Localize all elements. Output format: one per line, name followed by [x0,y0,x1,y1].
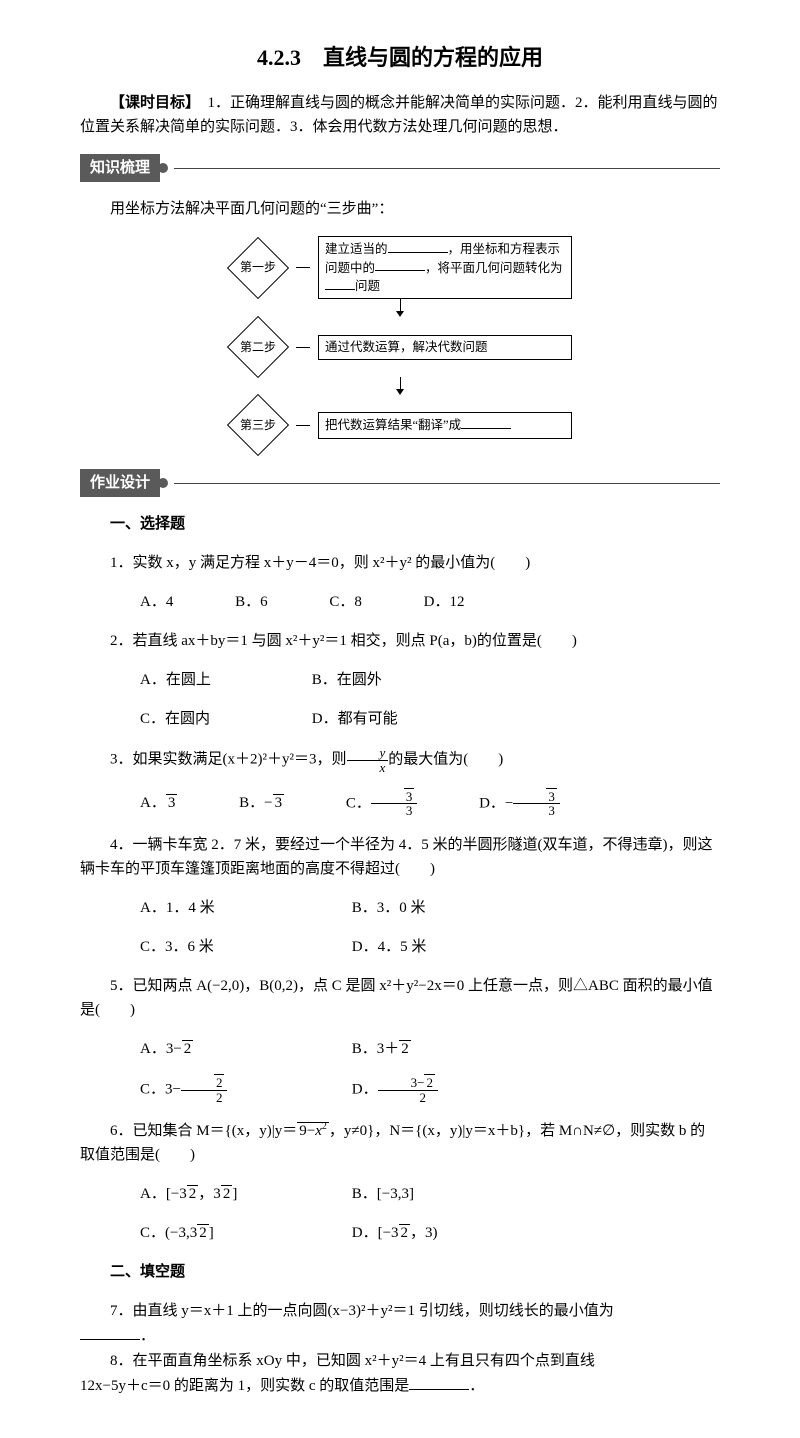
rect-2: 通过代数运算，解决代数问题 [318,335,572,361]
q7-end: ． [140,1328,155,1344]
q1: 1．实数 x，y 满足方程 x＋y－4＝0，则 x²＋y² 的最小值为( ) [80,551,720,575]
blank-4[interactable] [461,416,511,429]
q3-a[interactable]: A．3 [110,791,177,815]
q7: 7．由直线 y＝x＋1 上的一点向圆(x−3)²＋y²＝1 引切线，则切线长的最… [80,1299,720,1323]
q1-d[interactable]: D．12 [394,590,465,614]
blank-3[interactable] [325,277,355,290]
q5: 5．已知两点 A(−2,0)，B(0,2)，点 C 是圆 x²＋y²−2x＝0 … [80,974,720,1022]
q3: 3．如果实数满足(x＋2)²＋y²＝3，则yx的最大值为( ) [80,746,720,774]
q6-pre: 6．已知集合 M＝{(x，y)|y＝ [110,1123,297,1139]
q6-opts-2: C．(−3,32] D．[−32，3) [80,1221,720,1245]
q6-d[interactable]: D．[−32，3) [322,1221,438,1245]
q2-b[interactable]: B．在圆外 [282,668,382,692]
q5-b[interactable]: B．3＋2 [322,1037,411,1061]
s1c: ，将平面几何问题转化为 [425,260,563,274]
connector-h [296,425,310,426]
blank-1[interactable] [388,240,448,253]
q6-c[interactable]: C．(−3,32] [110,1221,290,1245]
q5-opts-2: C．3−22 D．3−22 [80,1076,720,1104]
q5-opts-1: A．3−2 B．3＋2 [80,1037,720,1061]
q6-b[interactable]: B．[−3,3] [322,1182,414,1206]
q4-opts-1: A．1．4 米 B．3．0 米 [80,896,720,920]
step2-label: 第二步 [240,338,276,357]
q6-opts-1: A．[−32，32] B．[−3,3] [80,1182,720,1206]
q8-line1: 8．在平面直角坐标系 xOy 中，已知圆 x²＋y²＝4 上有且只有四个点到直线 [80,1349,720,1373]
q6: 6．已知集合 M＝{(x，y)|y＝9−x2，y≠0}，N＝{(x，y)|y＝x… [80,1119,720,1167]
diamond-1: 第一步 [228,238,288,298]
q2-a[interactable]: A．在圆上 [110,668,250,692]
s3: 把代数运算结果“翻译”成 [325,418,461,432]
s1a: 建立适当的 [325,242,388,256]
connector-v [400,299,401,311]
goal-label: 【课时目标】 [110,95,193,111]
goal-paragraph: 【课时目标】 1．正确理解直线与圆的概念并能解决简单的实际问题．2．能利用直线与… [80,91,720,139]
blank-2[interactable] [375,259,425,272]
dot-icon [158,163,168,173]
q4-opts-2: C．3．6 米 D．4．5 米 [80,935,720,959]
q4: 4．一辆卡车宽 2．7 米，要经过一个半径为 4．5 米的半圆形隧道(双车道，不… [80,833,720,881]
q5-d[interactable]: D．3−22 [322,1076,438,1104]
q4-b[interactable]: B．3．0 米 [322,896,426,920]
section-line [174,483,720,484]
q1-opts: A．4 B．6 C．8 D．12 [80,590,720,614]
q2-opts-1: A．在圆上 B．在圆外 [80,668,720,692]
q1-a[interactable]: A．4 [110,590,173,614]
part1-head: 一、选择题 [80,512,720,536]
q4-a[interactable]: A．1．4 米 [110,896,290,920]
intro-text: 用坐标方法解决平面几何问题的“三步曲”： [80,197,720,221]
q3-c[interactable]: C．33 [316,790,418,818]
q7-text: 7．由直线 y＝x＋1 上的一点向圆(x−3)²＋y²＝1 引切线，则切线长的最… [110,1303,614,1319]
q5-c[interactable]: C．3−22 [110,1076,290,1104]
section-tab-1: 知识梳理 [80,154,160,182]
section-head-knowledge: 知识梳理 [80,154,720,182]
q4-d[interactable]: D．4．5 米 [322,935,427,959]
q3-post: 的最大值为( ) [388,752,503,768]
q8-end: ． [469,1378,484,1394]
diamond-3: 第三步 [228,395,288,455]
q8b-text: 12x−5y＋c＝0 的距离为 1，则实数 c 的取值范围是 [80,1378,409,1394]
section-line [174,168,720,169]
flow-step-2: 第二步 通过代数运算，解决代数问题 [228,317,572,377]
q3-d[interactable]: D．−33 [449,790,560,818]
q2: 2．若直线 ax＋by＝1 与圆 x²＋y²＝1 相交，则点 P(a，b)的位置… [80,629,720,653]
step1-label: 第一步 [240,258,276,277]
dot-icon [158,478,168,488]
q4-c[interactable]: C．3．6 米 [110,935,290,959]
frac-yx: yx [347,746,389,774]
q8-line2: 12x−5y＋c＝0 的距离为 1，则实数 c 的取值范围是 ． [80,1374,720,1398]
blank-q8[interactable] [409,1375,469,1390]
section-head-homework: 作业设计 [80,469,720,497]
q1-b[interactable]: B．6 [205,590,268,614]
flow-step-1: 第一步 建立适当的，用坐标和方程表示问题中的，将平面几何问题转化为问题 [228,236,572,299]
q5-a[interactable]: A．3−2 [110,1037,290,1061]
rect-1: 建立适当的，用坐标和方程表示问题中的，将平面几何问题转化为问题 [318,236,572,299]
blank-q7[interactable] [80,1325,140,1340]
flow-step-3: 第三步 把代数运算结果“翻译”成 [228,395,572,455]
rect-3: 把代数运算结果“翻译”成 [318,412,572,438]
step3-label: 第三步 [240,416,276,435]
part2-head: 二、填空题 [80,1260,720,1284]
q1-c[interactable]: C．8 [299,590,362,614]
q2-d[interactable]: D．都有可能 [282,707,398,731]
s1d: 问题 [355,279,380,293]
connector-h [296,347,310,348]
flowchart: 第一步 建立适当的，用坐标和方程表示问题中的，将平面几何问题转化为问题 第二步 … [80,236,720,455]
q3-opts: A．3 B．−3 C．33 D．−33 [80,790,720,818]
page-title: 4.2.3 直线与圆的方程的应用 [80,40,720,75]
sqrt-9mx2: 9−x2 [297,1122,329,1139]
section-tab-2: 作业设计 [80,469,160,497]
q2-c[interactable]: C．在圆内 [110,707,250,731]
diamond-2: 第二步 [228,317,288,377]
q3-pre: 3．如果实数满足(x＋2)²＋y²＝3，则 [110,752,347,768]
connector-h [296,267,310,268]
q3-b[interactable]: B．−3 [209,791,284,815]
q2-opts-2: C．在圆内 D．都有可能 [80,707,720,731]
connector-v [400,377,401,389]
q6-a[interactable]: A．[−32，32] [110,1182,290,1206]
